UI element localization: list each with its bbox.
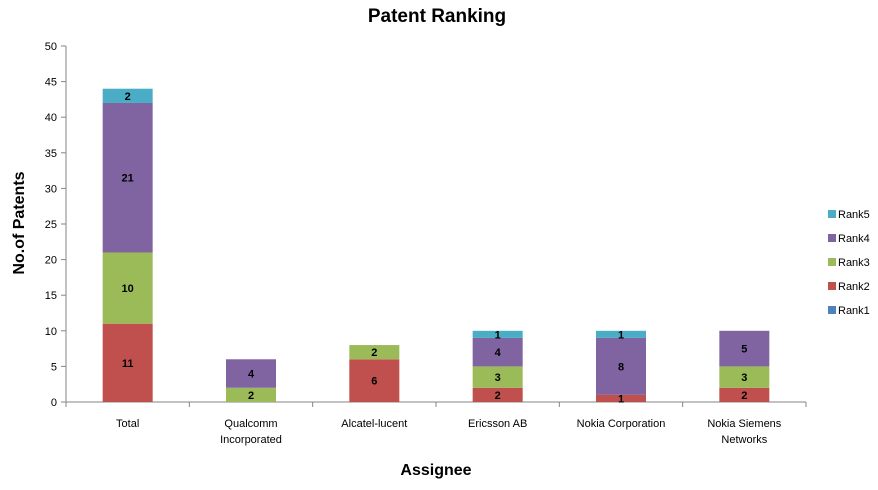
bar-segment — [472, 337, 523, 367]
bar-segment — [596, 394, 646, 402]
bar-segment — [226, 387, 276, 402]
x-tick-label: Alcatel-lucent — [341, 418, 407, 430]
legend-swatch — [828, 306, 836, 314]
bar-segment — [719, 330, 770, 367]
bar-segment — [102, 102, 153, 253]
data-label: 2 — [371, 347, 377, 359]
bar-segment — [472, 366, 523, 388]
y-tick-label: 15 — [45, 290, 57, 302]
bar-segment — [596, 330, 646, 338]
x-tick-label: Qualcomm — [224, 418, 277, 430]
x-tick-label: Ericsson AB — [468, 418, 527, 430]
data-label: 21 — [122, 173, 134, 185]
y-tick-label: 30 — [45, 183, 57, 195]
legend-label: Rank3 — [838, 257, 870, 269]
y-tick-label: 20 — [45, 255, 57, 267]
legend-swatch — [828, 282, 836, 290]
bar-segment — [349, 345, 400, 360]
x-tick-label: Nokia Corporation — [577, 418, 666, 430]
data-label: 4 — [495, 347, 502, 359]
data-label: 2 — [125, 91, 131, 103]
y-axis-title: No.of Patents — [11, 171, 28, 274]
data-label: 1 — [618, 329, 624, 341]
bar-segment — [472, 387, 523, 402]
bar-segment — [226, 359, 276, 388]
data-label: 4 — [248, 369, 255, 381]
legend-label: Rank1 — [838, 305, 870, 317]
x-tick-label: Nokia Siemens — [707, 418, 781, 430]
legend-label: Rank5 — [838, 209, 870, 221]
y-tick-label: 25 — [45, 219, 57, 231]
data-label: 8 — [618, 361, 624, 373]
bar-segment — [349, 359, 400, 402]
plot-area: 051015202530354045501110212Total24Qualco… — [45, 41, 807, 446]
legend-label: Rank2 — [838, 281, 870, 293]
x-axis-title: Assignee — [400, 462, 471, 479]
legend-swatch — [828, 210, 836, 218]
data-label: 6 — [371, 376, 377, 388]
bar-segment — [102, 88, 153, 103]
data-label: 11 — [122, 358, 134, 370]
data-label: 3 — [495, 372, 501, 384]
chart-title: Patent Ranking — [368, 6, 506, 27]
bar-segment — [472, 330, 523, 338]
data-label: 2 — [741, 390, 747, 402]
data-label: 1 — [495, 329, 501, 341]
bar-segment — [102, 252, 153, 324]
data-label: 2 — [248, 390, 254, 402]
y-tick-label: 40 — [45, 112, 57, 124]
data-label: 5 — [741, 344, 747, 356]
y-tick-label: 0 — [51, 397, 57, 409]
x-tick-label: Total — [116, 418, 139, 430]
y-tick-label: 10 — [45, 326, 57, 338]
y-tick-label: 50 — [45, 41, 57, 53]
legend: Rank5 Rank4 Rank3 Rank2 Rank1 — [828, 209, 870, 317]
data-label: 3 — [741, 372, 747, 384]
y-tick-label: 5 — [51, 361, 57, 373]
y-tick-label: 35 — [45, 148, 57, 160]
bar-segment — [102, 323, 153, 402]
legend-swatch — [828, 234, 836, 242]
data-label: 2 — [495, 390, 501, 402]
data-label: 10 — [122, 283, 134, 295]
data-label: 1 — [618, 393, 624, 405]
legend-swatch — [828, 258, 836, 266]
bar-segment — [719, 387, 770, 402]
y-tick-label: 45 — [45, 77, 57, 89]
legend-label: Rank4 — [838, 233, 870, 245]
x-tick-label: Incorporated — [220, 434, 282, 446]
bar-segment — [719, 366, 770, 388]
x-tick-label: Networks — [721, 434, 767, 446]
bar-segment — [596, 337, 646, 395]
